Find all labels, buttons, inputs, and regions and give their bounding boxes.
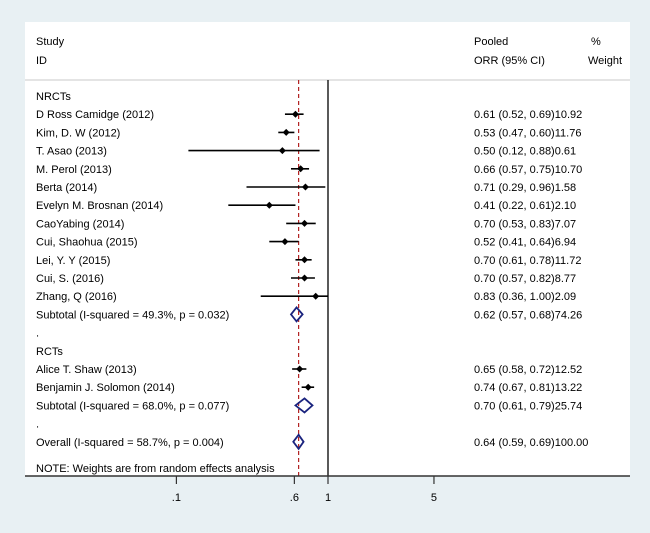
orr-ci-text: 0.71 (0.29, 0.96) — [474, 182, 555, 194]
study-label: Zhang, Q (2016) — [36, 291, 117, 303]
header-orr: ORR (95% CI) — [474, 55, 545, 67]
orr-ci-text: 0.70 (0.53, 0.83) — [474, 218, 555, 230]
orr-ci-value: 0.50 (0.12, 0.88)0.61 — [474, 146, 576, 158]
orr-ci-value: 0.53 (0.47, 0.60)11.76 — [474, 127, 581, 139]
orr-ci-value: 0.52 (0.41, 0.64)6.94 — [474, 237, 576, 249]
orr-ci-text: 0.53 (0.47, 0.60) — [474, 127, 555, 139]
orr-ci-text: 0.52 (0.41, 0.64) — [474, 237, 555, 249]
pooled-label: Subtotal (I-squared = 49.3%, p = 0.032) — [36, 309, 229, 321]
orr-ci-value: 0.74 (0.67, 0.81)13.22 — [474, 382, 582, 394]
orr-ci-text: 0.83 (0.36, 1.00) — [474, 291, 555, 303]
orr-ci-value: 0.70 (0.61, 0.78)11.72 — [474, 255, 581, 267]
point-estimate — [265, 201, 273, 209]
orr-ci-value: 0.71 (0.29, 0.96)1.58 — [474, 182, 576, 194]
point-estimate — [301, 274, 309, 282]
weight-value: 2.09 — [555, 291, 576, 303]
study-label: Alice T. Shaw (2013) — [36, 364, 137, 376]
study-label: Berta (2014) — [36, 182, 97, 194]
weight-value: 10.92 — [555, 109, 583, 121]
point-estimate — [291, 110, 299, 118]
orr-ci-text: 0.65 (0.58, 0.72) — [474, 364, 555, 376]
group-label: RCTs — [36, 346, 63, 358]
weight-value: 8.77 — [555, 273, 576, 285]
orr-ci-text: 0.74 (0.67, 0.81) — [474, 382, 555, 394]
weight-value: 25.74 — [555, 400, 583, 412]
study-label: Cui, Shaohua (2015) — [36, 237, 138, 249]
point-estimate — [296, 365, 304, 373]
study-label: D Ross Camidge (2012) — [36, 109, 154, 121]
weight-value: 6.94 — [555, 237, 576, 249]
weights-note: NOTE: Weights are from random effects an… — [36, 463, 275, 475]
orr-ci-value: 0.70 (0.53, 0.83)7.07 — [474, 218, 576, 230]
point-estimate — [301, 219, 309, 227]
pooled-label: Overall (I-squared = 58.7%, p = 0.004) — [36, 437, 224, 449]
orr-ci-text: 0.61 (0.52, 0.69) — [474, 109, 555, 121]
point-estimate — [278, 147, 286, 155]
study-label: Cui, S. (2016) — [36, 273, 104, 285]
group-label: NRCTs — [36, 91, 71, 103]
x-tick-label: 1 — [325, 492, 331, 504]
weight-value: 74.26 — [555, 309, 583, 321]
point-estimate — [282, 128, 290, 136]
orr-ci-value: 0.83 (0.36, 1.00)2.09 — [474, 291, 576, 303]
orr-ci-text: 0.66 (0.57, 0.75) — [474, 164, 555, 176]
point-estimate — [281, 238, 289, 246]
weight-value: 0.61 — [555, 146, 576, 158]
orr-ci-text: 0.70 (0.61, 0.79) — [474, 400, 555, 412]
weight-value: 13.22 — [555, 382, 583, 394]
x-tick-label: .1 — [172, 492, 181, 504]
x-tick-label: 5 — [431, 492, 437, 504]
group-label: . — [36, 328, 39, 340]
point-estimate — [304, 383, 312, 391]
orr-ci-value: 0.64 (0.59, 0.69)100.00 — [474, 437, 588, 449]
pooled-diamond — [289, 305, 304, 323]
weight-value: 1.58 — [555, 182, 576, 194]
pooled-diamond — [292, 433, 305, 451]
weight-value: 11.76 — [555, 127, 582, 139]
weight-value: 10.70 — [555, 164, 583, 176]
study-label: Lei, Y. Y (2015) — [36, 255, 110, 267]
x-tick-label: .6 — [290, 492, 299, 504]
study-label: T. Asao (2013) — [36, 146, 107, 158]
orr-ci-value: 0.41 (0.22, 0.61)2.10 — [474, 200, 576, 212]
header-id: ID — [36, 55, 47, 67]
weight-value: 12.52 — [555, 364, 583, 376]
weight-value: 100.00 — [555, 437, 589, 449]
orr-ci-text: 0.64 (0.59, 0.69) — [474, 437, 555, 449]
point-estimate — [301, 256, 309, 264]
orr-ci-value: 0.62 (0.57, 0.68)74.26 — [474, 309, 582, 321]
header-weight: Weight — [588, 55, 622, 67]
header-pooled: Pooled — [474, 36, 508, 48]
pooled-diamond — [293, 397, 314, 414]
orr-ci-value: 0.66 (0.57, 0.75)10.70 — [474, 164, 582, 176]
study-label: Benjamin J. Solomon (2014) — [36, 382, 175, 394]
orr-ci-text: 0.70 (0.61, 0.78) — [474, 255, 555, 267]
header-pct: % — [591, 36, 601, 48]
orr-ci-text: 0.62 (0.57, 0.68) — [474, 309, 555, 321]
orr-ci-text: 0.70 (0.57, 0.82) — [474, 273, 555, 285]
group-label: . — [36, 419, 39, 431]
header-study: Study — [36, 36, 65, 48]
orr-ci-text: 0.50 (0.12, 0.88) — [474, 146, 555, 158]
orr-ci-value: 0.61 (0.52, 0.69)10.92 — [474, 109, 582, 121]
weight-value: 2.10 — [555, 200, 576, 212]
study-label: Evelyn M. Brosnan (2014) — [36, 200, 163, 212]
study-label: Kim, D. W (2012) — [36, 127, 120, 139]
weight-value: 11.72 — [555, 255, 582, 267]
point-estimate — [301, 183, 309, 191]
weight-value: 7.07 — [555, 218, 576, 230]
point-estimate — [312, 292, 320, 300]
study-label: M. Perol (2013) — [36, 164, 112, 176]
pooled-label: Subtotal (I-squared = 68.0%, p = 0.077) — [36, 400, 229, 412]
orr-ci-value: 0.65 (0.58, 0.72)12.52 — [474, 364, 582, 376]
study-label: CaoYabing (2014) — [36, 218, 124, 230]
orr-ci-value: 0.70 (0.61, 0.79)25.74 — [474, 400, 582, 412]
point-estimate — [297, 165, 305, 173]
orr-ci-text: 0.41 (0.22, 0.61) — [474, 200, 555, 212]
orr-ci-value: 0.70 (0.57, 0.82)8.77 — [474, 273, 576, 285]
